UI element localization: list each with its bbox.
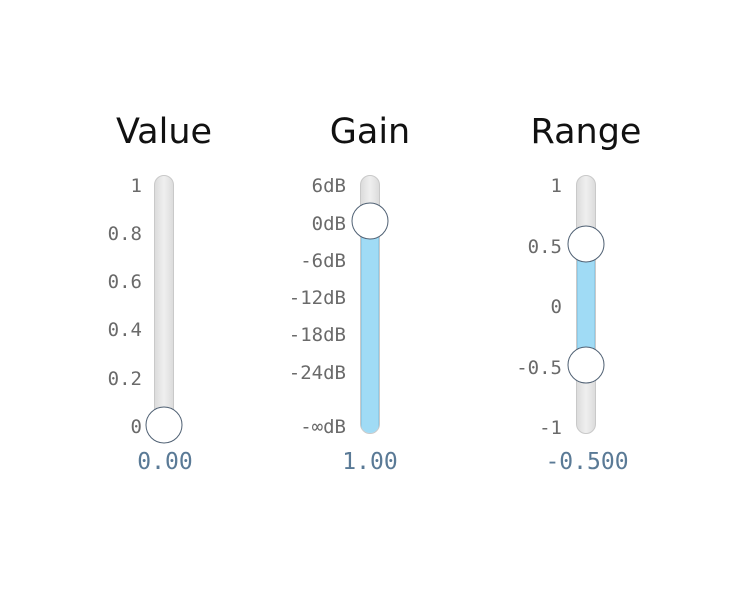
value-slider-track[interactable] <box>154 175 174 434</box>
gain-tick-0db: 0dB <box>311 213 346 235</box>
gain-slider-fill <box>361 222 379 433</box>
gain-slider-title: Gain <box>329 112 411 152</box>
value-tick-0: 0 <box>130 416 142 438</box>
gain-slider-ticks: 6dB 0dB -6dB -12dB -18dB -24dB -∞dB <box>270 0 346 604</box>
gain-slider-thumb[interactable] <box>351 202 389 240</box>
value-slider-ticks: 1 0.8 0.6 0.4 0.2 0 <box>64 0 142 604</box>
gain-tick-minus18db: -18dB <box>288 324 346 346</box>
range-tick-0.5: 0.5 <box>527 236 562 258</box>
gain-tick-6db: 6dB <box>311 175 346 197</box>
range-slider-low-thumb[interactable] <box>567 346 605 384</box>
gain-tick-minus12db: -12dB <box>288 287 346 309</box>
value-slider-title: Value <box>115 112 213 152</box>
value-tick-0.8: 0.8 <box>107 223 142 245</box>
value-tick-0.4: 0.4 <box>107 319 142 341</box>
value-tick-0.2: 0.2 <box>107 368 142 390</box>
gain-slider-track[interactable] <box>360 175 380 434</box>
value-slider-readout: 0.00 <box>137 449 193 475</box>
gain-slider-readout: 1.00 <box>342 449 398 475</box>
gain-tick-minus24db: -24dB <box>288 362 346 384</box>
value-slider-group: Value 1 0.8 0.6 0.4 0.2 0 0.00 <box>64 0 264 604</box>
range-tick-0: 0 <box>550 296 562 318</box>
range-tick-1: 1 <box>550 175 562 197</box>
range-slider-title: Range <box>530 112 642 152</box>
value-tick-1: 1 <box>130 175 142 197</box>
gain-tick-minus-infinity-db: -∞dB <box>300 416 346 438</box>
value-tick-0.6: 0.6 <box>107 271 142 293</box>
range-slider-track[interactable] <box>576 175 596 434</box>
gain-tick-minus6db: -6dB <box>300 250 346 272</box>
range-slider-high-thumb[interactable] <box>567 225 605 263</box>
range-tick-minus1: -1 <box>539 417 562 439</box>
range-slider-fill <box>577 245 595 366</box>
gain-slider-group: Gain 6dB 0dB -6dB -12dB -18dB -24dB -∞dB… <box>270 0 470 604</box>
range-tick-minus0.5: -0.5 <box>516 357 562 379</box>
value-slider-thumb[interactable] <box>145 406 183 444</box>
range-slider-readout: -0.500 <box>545 449 629 475</box>
range-slider-ticks: 1 0.5 0 -0.5 -1 <box>486 0 562 604</box>
range-slider-group: Range 1 0.5 0 -0.5 -1 -0.500 <box>486 0 686 604</box>
